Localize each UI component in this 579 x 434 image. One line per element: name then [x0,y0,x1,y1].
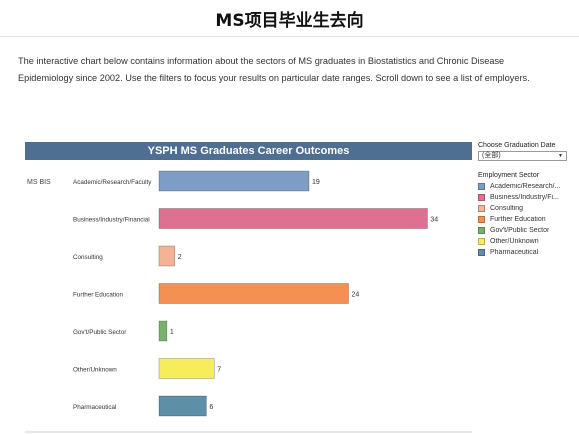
legend-item[interactable]: Business/Industry/Fi... [478,192,560,203]
category-label: Business/Industry/Financial [73,217,150,224]
tableau-viz[interactable]: YSPH MS Graduates Career Outcomes MS BIS… [25,142,575,434]
bar[interactable] [158,358,215,379]
bar[interactable] [158,283,349,304]
legend-item[interactable]: Other/Unknown [478,236,560,247]
legend-item[interactable]: Consulting [478,203,560,214]
graduation-date-selected: (全部) [482,152,501,159]
bar[interactable] [158,320,168,342]
category-label: Other/Unknown [73,367,117,374]
legend-item[interactable]: Academic/Research/... [478,181,560,192]
legend-item-label: Academic/Research/... [490,183,561,190]
data-label: 24 [351,292,359,299]
legend-swatch [478,238,485,245]
employment-sector-legend[interactable]: Academic/Research/... Business/Industry/F… [478,181,560,258]
bar[interactable] [158,208,428,229]
page-title: MS项目毕业生去向 [215,11,364,31]
viz-title: YSPH MS Graduates Career Outcomes [25,142,472,160]
bar[interactable] [158,395,207,417]
intro-paragraph: The interactive chart below contains inf… [18,56,530,83]
category-label: Further Education [73,292,124,299]
bar-chart[interactable]: MS BIS Academic/Research/Faculty 19 Busines… [25,160,472,434]
legend-swatch [478,216,485,223]
data-label: 2 [178,254,182,261]
legend-item-label: Gov't/Public Sector [490,227,550,234]
data-label: 6 [209,404,213,411]
legend-swatch [478,183,485,190]
legend-swatch [478,194,485,201]
legend-item-label: Pharmaceutical [490,249,539,256]
data-label: 19 [312,179,320,186]
row-group-label: MS BIS [27,179,51,186]
data-label: 1 [170,329,174,336]
data-label: 34 [430,217,438,224]
bar[interactable] [158,245,176,267]
legend-item-label: Other/Unknown [490,238,539,245]
legend-swatch [478,205,485,212]
category-label: Consulting [73,254,103,261]
graduation-date-filter-label: Choose Graduation Date [478,142,556,149]
legend-title: Employment Sector [478,172,540,179]
category-label: Pharmaceutical [73,404,116,411]
legend-item-label: Business/Industry/Fi... [490,194,559,201]
bar[interactable] [158,170,310,192]
legend-item[interactable]: Pharmaceutical [478,247,560,258]
title-divider [0,36,579,37]
graduation-date-select[interactable]: (全部) ▼ [478,151,567,161]
category-label: Academic/Research/Faculty [73,179,152,186]
legend-item[interactable]: Gov't/Public Sector [478,225,560,236]
data-label: 7 [217,367,221,374]
legend-swatch [478,227,485,234]
chevron-down-icon[interactable]: ▼ [558,153,563,159]
legend-swatch [478,249,485,256]
legend-item[interactable]: Further Education [478,214,560,225]
legend-item-label: Further Education [490,216,546,223]
category-label: Gov't/Public Sector [73,329,126,336]
legend-item-label: Consulting [490,205,524,212]
